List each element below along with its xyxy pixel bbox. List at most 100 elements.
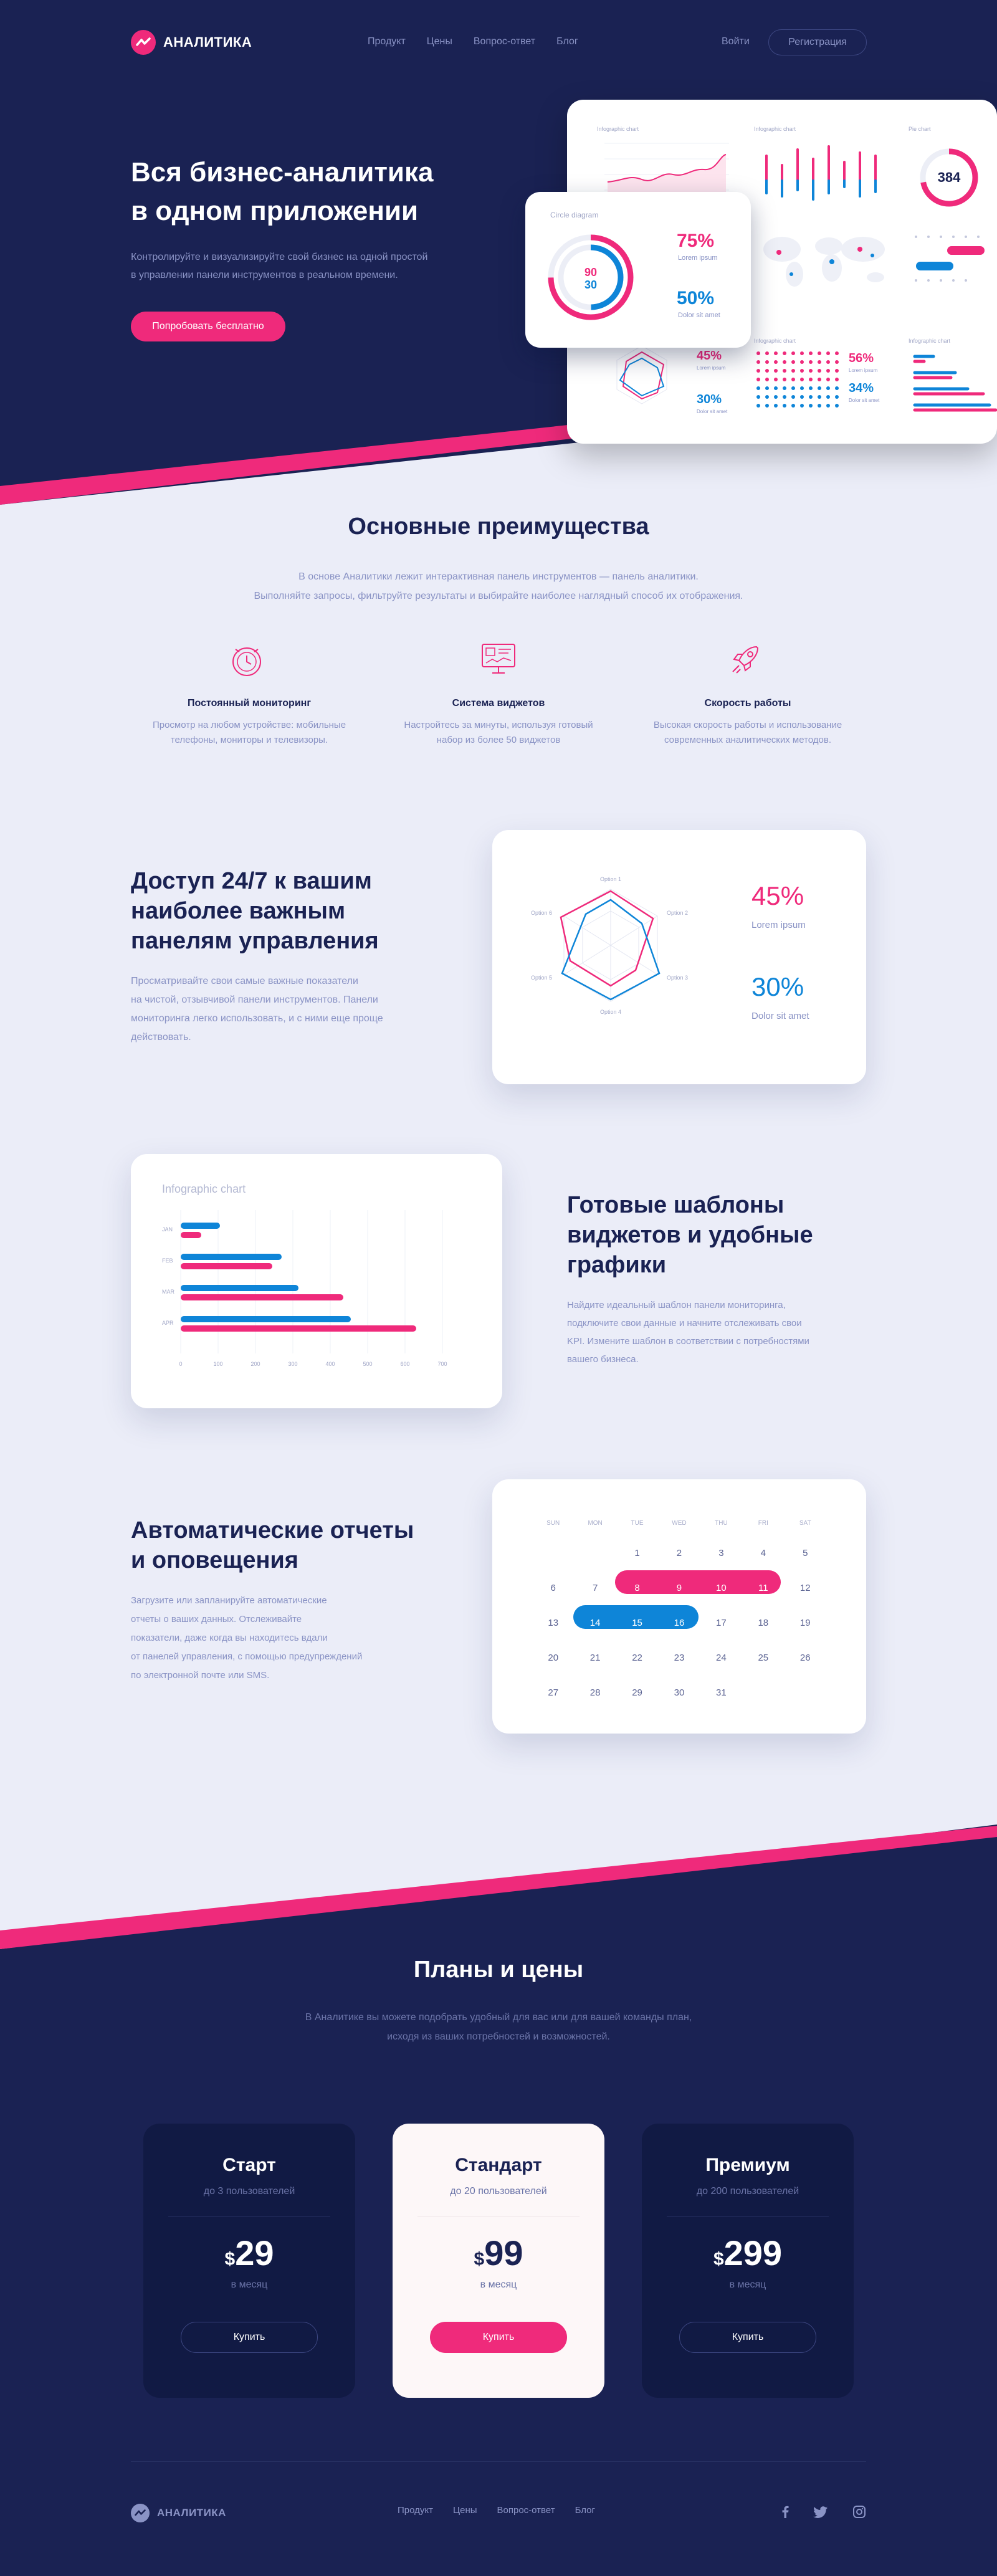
- calendar-day[interactable]: 21: [589, 1652, 601, 1663]
- reports-text: Загрузите или запланируйте автоматически…: [131, 1595, 363, 1681]
- calendar-day[interactable]: 26: [799, 1652, 811, 1663]
- calendar-grid: SUN MON TUE WED THU FRI SAT 1 2 3 4 5 6 7 8 9 10 11 12 13 14…: [532, 1510, 826, 1710]
- calendar-day[interactable]: 16: [674, 1617, 685, 1628]
- feature-title-speed: Скорость работы: [704, 698, 791, 708]
- access-text: Просматривайте свои самые важные показат…: [131, 976, 383, 1042]
- calendar-day[interactable]: 6: [550, 1582, 556, 1593]
- category-label: FEB: [162, 1257, 173, 1264]
- twitter-icon[interactable]: [813, 2506, 829, 2522]
- nav-blog[interactable]: Блог: [556, 36, 578, 47]
- calendar-day[interactable]: 14: [589, 1617, 601, 1628]
- range-highlight-blue: [573, 1605, 699, 1629]
- footer-logo-text: АНАЛИТИКА: [157, 2507, 226, 2519]
- calendar-day[interactable]: 23: [674, 1652, 685, 1663]
- facebook-icon[interactable]: [779, 2505, 791, 2522]
- calendar-day[interactable]: 18: [758, 1617, 769, 1628]
- calendar-day[interactable]: 10: [716, 1582, 727, 1593]
- footer-logo[interactable]: АНАЛИТИКА: [131, 2504, 226, 2522]
- calendar-day[interactable]: 25: [758, 1652, 769, 1663]
- nav-faq[interactable]: Вопрос-ответ: [473, 36, 536, 47]
- hero-title: Вся бизнес-аналитика в одном приложении: [131, 157, 434, 226]
- pie-value: 384: [938, 169, 961, 185]
- nav-product[interactable]: Продукт: [368, 36, 406, 47]
- calendar-day[interactable]: 7: [592, 1582, 598, 1593]
- radar-pct2: 30%: [751, 972, 804, 1001]
- register-button[interactable]: Регистрация: [768, 29, 867, 55]
- footer-nav-product[interactable]: Продукт: [398, 2505, 433, 2516]
- calendar-day[interactable]: 27: [548, 1687, 559, 1698]
- footer-nav-prices[interactable]: Цены: [453, 2505, 477, 2516]
- try-free-button[interactable]: Попробовать бесплатно: [131, 312, 285, 341]
- calendar-day[interactable]: 13: [548, 1617, 559, 1628]
- calendar-day[interactable]: 15: [632, 1617, 642, 1628]
- calendar-day[interactable]: 11: [758, 1582, 768, 1593]
- footer-nav-blog[interactable]: Блог: [575, 2505, 595, 2516]
- benefits-text: В основе Аналитики лежит интерактивная п…: [254, 571, 743, 601]
- calendar-day[interactable]: 19: [799, 1617, 811, 1628]
- calendar-day[interactable]: 28: [589, 1687, 601, 1698]
- feature-text-widgets: Настройтесь за минуты, используя готовый…: [404, 720, 593, 745]
- x-tick-label: 400: [325, 1361, 335, 1367]
- plan-period: в месяц: [480, 2279, 517, 2290]
- circle-pct2: 50%: [677, 288, 715, 308]
- footer-divider: [131, 2461, 866, 2462]
- radar-option-1: Option 1: [600, 876, 621, 882]
- calendar-day[interactable]: 17: [716, 1617, 727, 1628]
- calendar-card: SUN MON TUE WED THU FRI SAT 1 2 3 4 5 6 7 8 9 10 11 12 13 14…: [492, 1479, 866, 1734]
- feature-text-monitoring: Просмотр на любом устройстве: мобильные …: [152, 720, 346, 745]
- dash-label-1: Infographic chart: [597, 126, 639, 132]
- feature-text-speed: Высокая скорость работы и использование …: [653, 720, 842, 745]
- header-logo[interactable]: АНАЛИТИКА: [131, 30, 252, 55]
- calendar-day[interactable]: 22: [632, 1652, 642, 1663]
- login-link[interactable]: Войти: [722, 36, 750, 47]
- x-tick-label: 300: [288, 1361, 297, 1367]
- nav-prices[interactable]: Цены: [426, 36, 452, 47]
- monitor-widget-icon: [479, 641, 518, 681]
- calendar-day[interactable]: 8: [634, 1582, 640, 1593]
- logo-text: АНАЛИТИКА: [163, 34, 252, 50]
- weekday-label: SUN: [546, 1519, 560, 1527]
- footer-nav-faq[interactable]: Вопрос-ответ: [497, 2505, 555, 2516]
- dash-dots-pct1: 56%: [849, 351, 874, 365]
- calendar-day[interactable]: 29: [632, 1687, 642, 1698]
- category-label: APR: [162, 1320, 174, 1326]
- plans-title: Планы и цены: [413, 1957, 584, 1983]
- calendar-day[interactable]: 9: [676, 1582, 682, 1593]
- dash-world-map: [763, 237, 885, 287]
- calendar-day[interactable]: 5: [803, 1547, 808, 1558]
- plan-users: до 200 пользователей: [696, 2186, 799, 2197]
- calendar-day[interactable]: 2: [676, 1547, 682, 1558]
- dash-label-2: Infographic chart: [754, 126, 796, 132]
- hero-text: Контролируйте и визуализируйте свой бизн…: [131, 252, 428, 280]
- calendar-day[interactable]: 30: [674, 1687, 685, 1698]
- weekday-label: FRI: [758, 1519, 768, 1527]
- calendar-day[interactable]: 1: [634, 1547, 640, 1558]
- category-label: MAR: [162, 1289, 175, 1295]
- calendar-day[interactable]: 12: [799, 1582, 811, 1593]
- benefits-title: Основные преимущества: [348, 513, 649, 540]
- feature-title-widgets: Система виджетов: [452, 698, 545, 708]
- buy-premium-button[interactable]: Купить: [679, 2322, 816, 2353]
- footer-nav: Продукт Цены Вопрос-ответ Блог: [398, 2505, 615, 2516]
- radar-card: Option 1 Option 2 Option 3 Option 4 Opti…: [492, 830, 866, 1084]
- bar: [181, 1316, 351, 1322]
- bar: [181, 1263, 272, 1269]
- x-tick-label: 200: [250, 1361, 260, 1367]
- circle-pct1-label: Lorem ipsum: [678, 254, 718, 262]
- bar: [181, 1294, 343, 1300]
- calendar-day[interactable]: 20: [548, 1652, 559, 1663]
- weekday-label: SAT: [799, 1519, 811, 1527]
- dash-radar-pct2-label: Dolor sit amet: [697, 409, 728, 414]
- circle-value-2: 30: [584, 279, 597, 291]
- calendar-day[interactable]: 4: [760, 1547, 766, 1558]
- calendar-day[interactable]: 3: [718, 1547, 724, 1558]
- calendar-day[interactable]: 31: [716, 1687, 727, 1698]
- buy-standard-button[interactable]: Купить: [430, 2322, 567, 2353]
- plan-users: до 20 пользователей: [450, 2186, 547, 2197]
- plan-period: в месяц: [729, 2279, 766, 2290]
- calendar-day[interactable]: 24: [716, 1652, 727, 1663]
- buy-start-button[interactable]: Купить: [181, 2322, 318, 2353]
- x-tick-label: 0: [179, 1361, 182, 1367]
- templates-title: Готовые шаблоны виджетов и удобные графи…: [567, 1192, 813, 1278]
- instagram-icon[interactable]: [852, 2505, 866, 2522]
